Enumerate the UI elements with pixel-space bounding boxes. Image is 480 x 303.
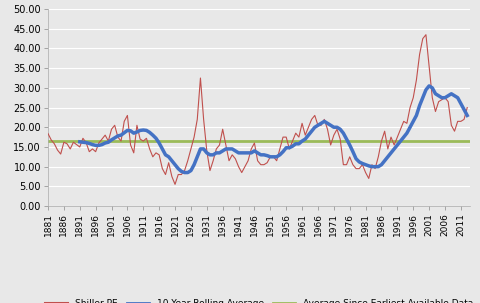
- Legend: Shiller PE, 10 Year Rolling Average, Average Since Earliest Available Data: Shiller PE, 10 Year Rolling Average, Ave…: [42, 296, 477, 303]
